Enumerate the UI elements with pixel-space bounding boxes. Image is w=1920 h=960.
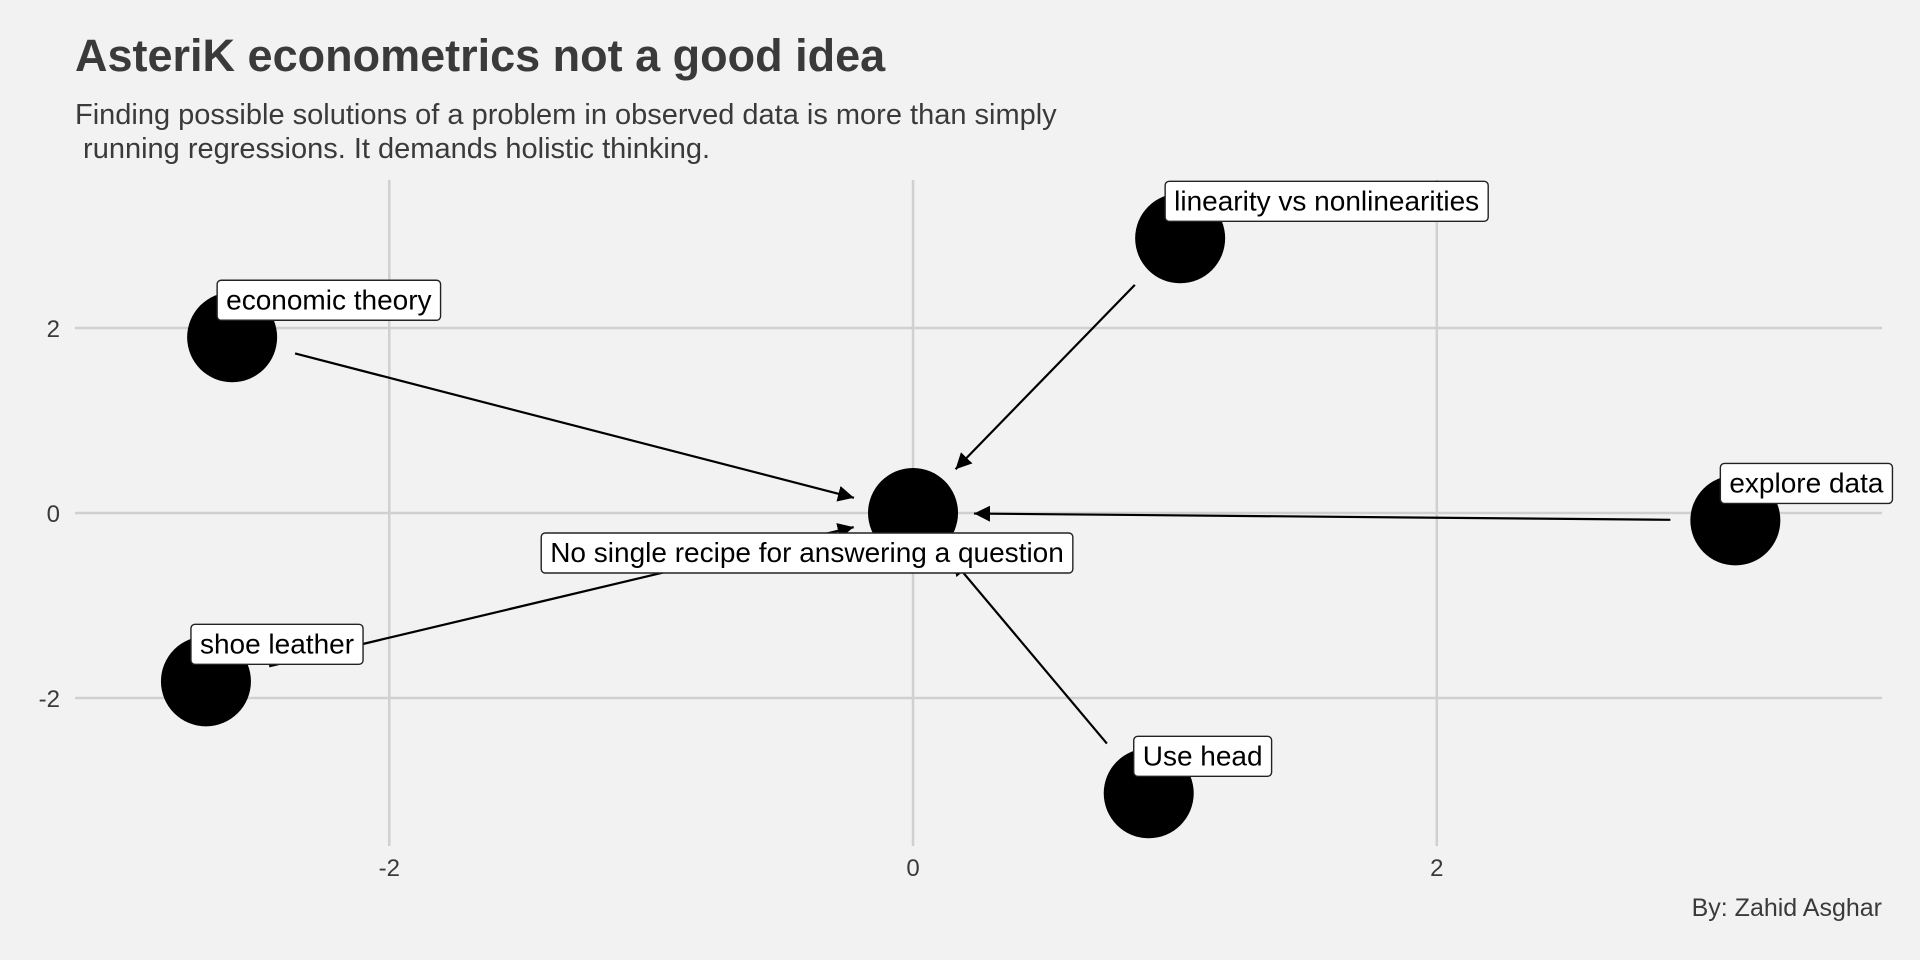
x-tick-label-2: 2 xyxy=(1430,855,1443,882)
point-label-4-box xyxy=(190,623,364,666)
point-label-3-box xyxy=(1133,735,1273,777)
y-tick-label-1: 0 xyxy=(47,501,60,528)
point-label-3-text: Use head xyxy=(1143,740,1263,771)
y-tick-label-2: 2 xyxy=(47,316,60,343)
point-label-1-box xyxy=(1164,180,1489,222)
center-label-box xyxy=(540,532,1074,574)
point-label-0-box xyxy=(216,279,442,321)
center-label-text: No single recipe for answering a questio… xyxy=(550,537,1064,568)
arrow-3 xyxy=(951,558,1108,745)
point-label-3: Use head xyxy=(1133,735,1273,777)
point-labels: No single recipe for answering a questio… xyxy=(190,180,1894,777)
axis-ticks: -2 0 2 -2 0 2 xyxy=(39,316,1444,882)
point-label-0-text: economic theory xyxy=(226,284,431,315)
point-label-2-box xyxy=(1719,462,1894,505)
point-label-2-text: explore data xyxy=(1729,467,1884,498)
point-label-1: linearity vs nonlinearities xyxy=(1164,180,1489,222)
arrow-2 xyxy=(974,505,1671,522)
point-label-0: economic theory xyxy=(216,279,442,321)
chart-subtitle: Finding possible solutions of a problem … xyxy=(75,99,1057,165)
chart-caption: By: Zahid Asghar xyxy=(1691,894,1882,922)
y-tick-label-0: -2 xyxy=(39,686,60,713)
x-tick-label-0: -2 xyxy=(379,855,400,882)
point-label-1-text: linearity vs nonlinearities xyxy=(1174,185,1479,216)
arrow-0 xyxy=(294,352,855,502)
center-label: No single recipe for answering a questio… xyxy=(540,532,1074,574)
arrow-1 xyxy=(954,284,1136,471)
point-label-4-text: shoe leather xyxy=(200,628,354,659)
point-label-4: shoe leather xyxy=(190,623,364,666)
point-label-2: explore data xyxy=(1719,462,1894,505)
x-tick-label-1: 0 xyxy=(906,855,919,882)
chart-title: AsteriK econometrics not a good idea xyxy=(75,30,886,81)
